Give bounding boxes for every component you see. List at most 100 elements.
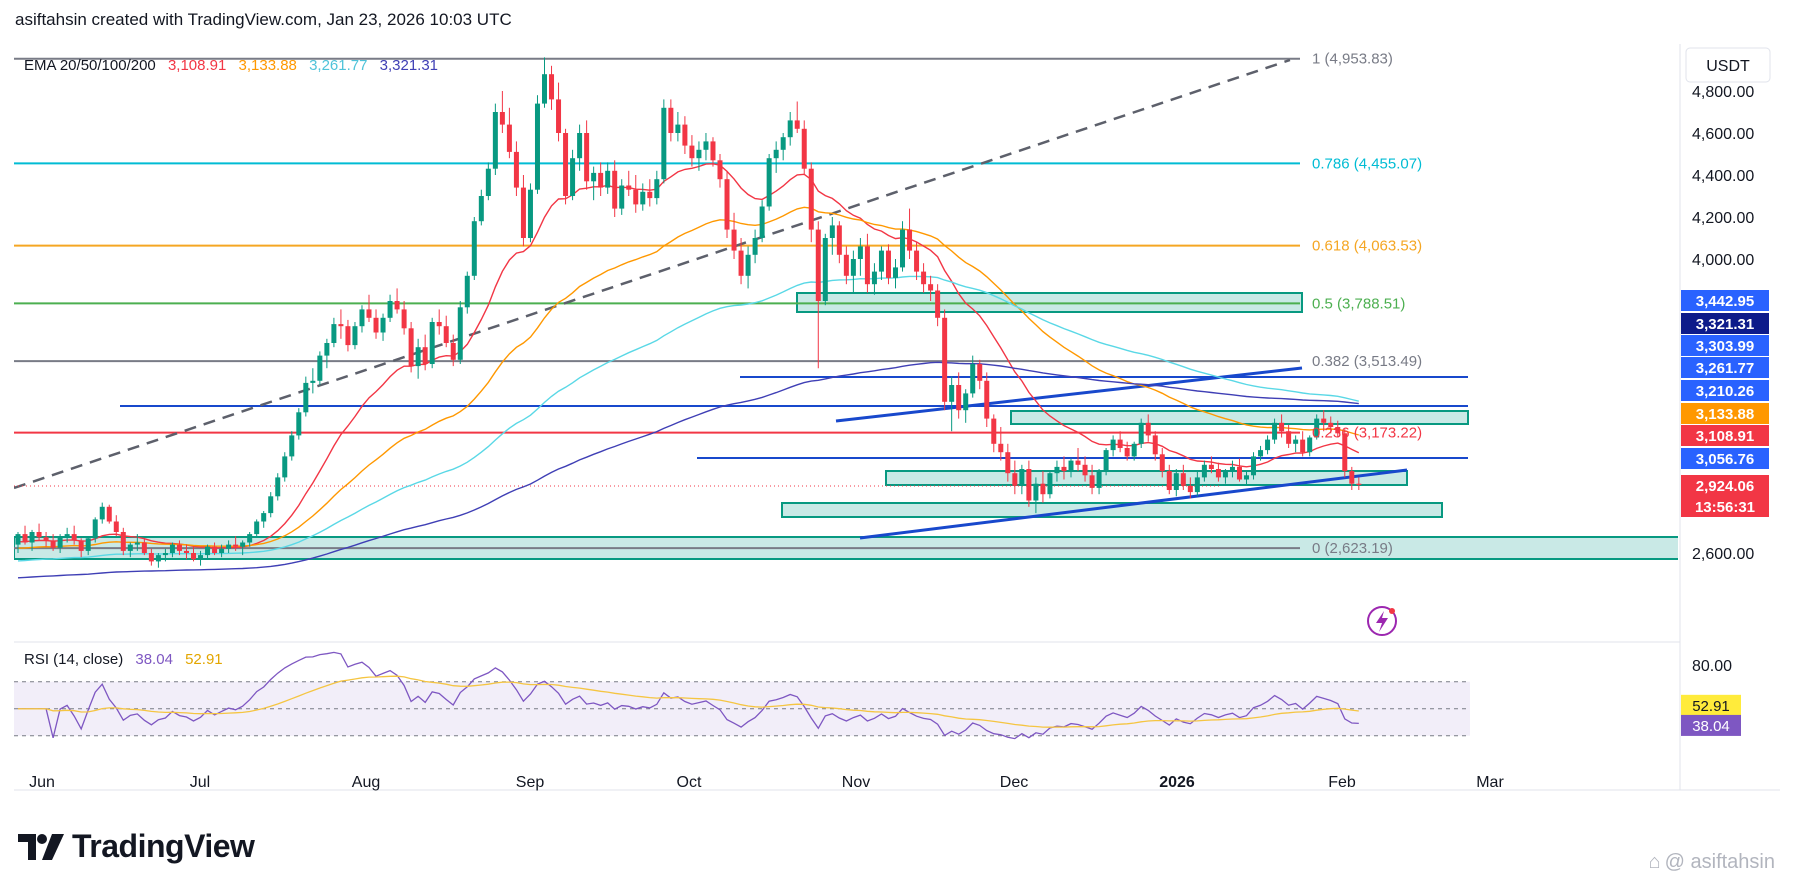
candle [1201,464,1207,478]
candle [850,259,856,276]
candle [401,309,407,329]
price-tick-1: 4,600.00 [1692,126,1754,143]
candle [914,250,920,272]
candle [36,532,42,538]
candle [1138,422,1144,444]
candle [563,133,569,196]
candle [1131,443,1137,457]
fib-label-0: 0 (2,623.19) [1312,540,1393,557]
price-tag-label-9: 13:56:31 [1695,499,1755,516]
candle [1103,450,1109,472]
candle [794,120,800,129]
support-zone-2[interactable] [1010,410,1469,425]
candle [864,246,870,285]
candle [345,326,351,346]
price-tag-3 [1681,357,1769,378]
candle [310,380,316,383]
candle [549,74,555,100]
candle [1187,485,1193,493]
candle [1251,456,1257,476]
support-zone-3[interactable] [885,470,1408,486]
candle [1096,471,1102,488]
candle [1229,466,1235,472]
candle [808,168,814,230]
candle [275,477,281,497]
candle [963,393,969,411]
candle [506,124,512,152]
ema-legend-name: EMA 20/50/100/200 [24,57,156,74]
candle [1236,466,1242,480]
candle [415,347,421,367]
candle [1089,475,1095,488]
candle [1159,454,1165,472]
alert-icon[interactable] [1367,606,1397,636]
channel-lower-line[interactable] [859,468,1408,540]
candle [928,284,934,291]
candle [352,326,358,346]
ema50-value: 3,133.88 [239,57,297,74]
candle [1061,466,1067,472]
candle [141,542,147,553]
candle [106,506,112,522]
candle [591,172,597,182]
candle [1356,483,1362,485]
candle [759,206,765,238]
candle [436,322,442,327]
fib-label-0.382: 0.382 (3,513.49) [1312,353,1422,370]
month-tick-Feb: Feb [1328,774,1356,791]
candle [970,364,976,394]
candle [822,238,828,301]
candle [1047,473,1053,495]
candle [240,542,246,547]
candle [731,229,737,251]
support-zone-4[interactable] [781,502,1443,518]
candle [226,544,232,549]
candle [598,172,604,188]
candle [22,534,28,543]
candle [998,443,1004,453]
candle [1075,460,1081,465]
dashed-trendline[interactable] [14,58,1291,490]
candle [801,128,807,169]
candle [724,179,730,230]
fib-label-0.5: 0.5 (3,788.51) [1312,295,1405,312]
candle [935,290,941,318]
candle [836,225,842,255]
price-tag-6 [1681,425,1769,446]
price-tag-1 [1681,313,1769,334]
candle [752,238,758,255]
tradingview-logo[interactable]: TradingView [18,828,255,865]
candle [492,112,498,169]
candle [191,553,196,560]
candle [29,532,35,543]
rsi-tag-label-1: 38.04 [1692,718,1730,735]
price-tick-2: 4,400.00 [1692,168,1754,185]
candle [443,326,449,343]
candle [1321,418,1327,423]
candle [233,544,239,547]
candle [247,534,253,543]
candle [422,347,428,364]
currency-box[interactable] [1685,47,1771,83]
price-tag-8 [1681,475,1769,496]
price-tag-label-7: 3,056.76 [1696,451,1754,468]
candle [1040,483,1046,495]
month-tick-Aug: Aug [352,774,380,791]
candle [1117,439,1123,448]
candle [991,418,997,444]
candle [1110,439,1116,451]
candle [1272,422,1278,440]
candle [212,546,218,553]
rsi-ma-value: 52.91 [185,651,223,668]
brand-name: TradingView [72,828,255,864]
channel-upper-line[interactable] [835,366,1303,423]
ema100-value: 3,261.77 [309,57,367,74]
candle [317,355,323,381]
fib-label-0.236: 0.236 (3,173.22) [1312,425,1422,442]
candle [324,343,330,356]
candle [1082,464,1088,476]
candle [71,534,77,541]
candle [1180,473,1186,486]
candle [738,250,744,276]
